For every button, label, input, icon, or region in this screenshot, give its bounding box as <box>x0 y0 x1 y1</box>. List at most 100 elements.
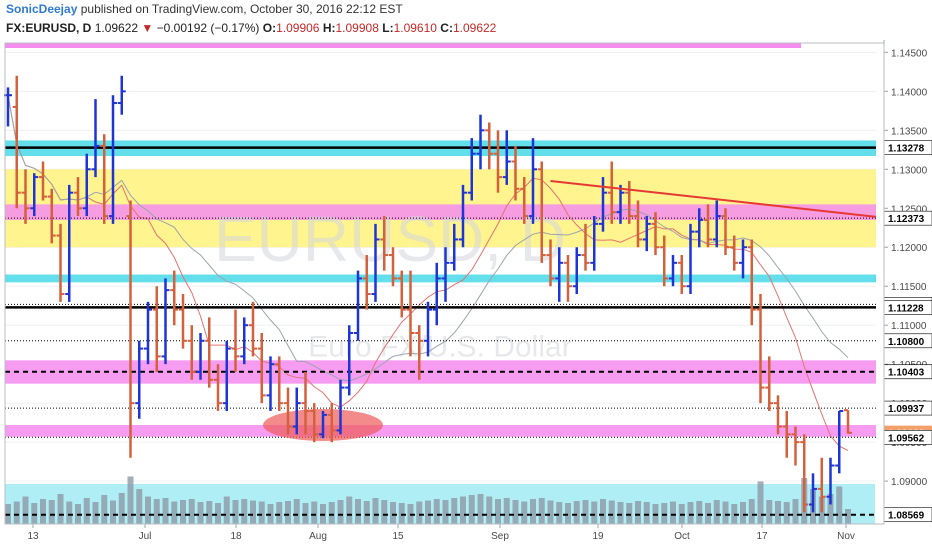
volume-bar <box>363 501 370 524</box>
ohlc-bar <box>12 75 21 209</box>
volume-bar <box>827 494 834 524</box>
price-zone <box>5 204 876 220</box>
ohlc-bar <box>397 270 406 318</box>
ohlc-bar <box>257 333 266 404</box>
volume-bar <box>13 501 20 524</box>
high-value: 1.09908 <box>335 21 379 35</box>
time-tick-label: Aug <box>309 531 327 542</box>
ohlc-bar <box>782 410 791 458</box>
volume-bar <box>600 499 606 524</box>
ohlc-bar <box>179 294 187 349</box>
price-label: 1.10403 <box>883 364 932 380</box>
ohlc-bar <box>607 161 616 224</box>
volume-bar <box>258 501 265 524</box>
volume-bar <box>635 501 641 524</box>
volume-bar <box>582 500 589 524</box>
volume-bar <box>757 481 764 524</box>
price-label: 1.08569 <box>883 507 932 523</box>
ohlc-bar <box>56 223 65 302</box>
volume-bar <box>617 502 624 524</box>
ohlc-bar <box>21 169 30 224</box>
price-chart[interactable]: EURUSD, D Euro FX/U.S. Dollar 1.14500 1.140… <box>0 40 932 550</box>
price-tick-label: 1.13000 <box>891 165 928 176</box>
volume-bar <box>591 501 598 524</box>
price-label: 1.12373 <box>883 210 932 226</box>
ohlc-bar <box>494 130 502 193</box>
volume-bar <box>556 502 563 524</box>
volume-bar <box>538 498 545 524</box>
volume-bar <box>766 500 773 524</box>
volume-bar <box>792 499 799 524</box>
ohlc-bar <box>424 301 432 357</box>
volume-bar <box>748 499 755 524</box>
ohlc-bar <box>301 371 310 435</box>
ohlc-bar <box>275 356 284 411</box>
price-tick-label: 1.13500 <box>891 126 928 137</box>
volume-bar <box>512 500 519 524</box>
time-tick-label: 13 <box>27 531 39 542</box>
volume-bar <box>722 501 729 524</box>
high-label: H: <box>322 21 336 35</box>
volume-bar <box>241 499 248 524</box>
ohlc-bar <box>721 208 730 256</box>
price-label-text: 1.12373 <box>888 214 925 225</box>
ohlc-bar <box>476 114 485 170</box>
publish-line: SonicDeejay published on TradingView.com… <box>6 2 403 16</box>
ohlc-bar <box>266 356 275 411</box>
ohlc-bar <box>651 212 660 256</box>
time-tick-label: Jul <box>139 531 152 542</box>
volume-bar <box>416 501 423 524</box>
ohlc-bar <box>205 317 214 388</box>
ohlc-bar <box>406 270 415 357</box>
ohlc-bar <box>800 434 809 513</box>
ohlc-bar <box>502 130 511 185</box>
ohlc-bar <box>336 379 345 435</box>
volume-bar <box>626 503 633 524</box>
plot-background <box>5 43 876 524</box>
ohlc-bar <box>187 325 196 380</box>
ohlc-bar <box>222 340 231 411</box>
ohlc-bar <box>572 247 581 295</box>
ohlc-bar <box>537 161 546 263</box>
close-value: 1.09622 <box>452 21 497 35</box>
price-tick-label: 1.12000 <box>891 243 928 254</box>
ohlc-bar <box>30 173 39 217</box>
ohlc-bar <box>730 235 739 271</box>
price-label: 1.10800 <box>883 333 932 349</box>
volume-bar <box>153 499 160 524</box>
volume-bar <box>775 501 781 524</box>
volume-bar <box>486 496 493 524</box>
volume-bar <box>381 500 388 524</box>
volume-bar <box>171 501 178 524</box>
volume-bar <box>783 502 790 524</box>
price-label-text: 1.13278 <box>888 144 925 155</box>
ohlc-bar <box>249 301 257 357</box>
author-link[interactable]: SonicDeejay <box>6 2 78 16</box>
volume-bar <box>22 496 29 524</box>
volume-bar <box>705 503 711 524</box>
ohlc-bar <box>791 426 800 466</box>
ohlc-bar <box>616 184 625 224</box>
last-price: 1.09622 <box>94 21 139 35</box>
volume-bar <box>83 498 90 524</box>
ohlc-bar <box>564 255 572 302</box>
price-label: 1.13278 <box>883 140 932 155</box>
volume-bar <box>118 493 125 524</box>
volume-bar <box>661 503 668 524</box>
change-arrow-icon: ▼ <box>141 21 154 35</box>
volume-bar <box>31 503 38 524</box>
symbol-label: FX:EURUSD, D <box>6 21 92 35</box>
ohlc-bar <box>441 247 450 302</box>
volume-bar <box>503 498 510 524</box>
volume-bar <box>311 501 318 524</box>
volume-bar <box>547 500 554 524</box>
ohlc-bar <box>634 200 642 248</box>
ohlc-bar <box>485 122 494 170</box>
volume-bar <box>40 499 46 524</box>
ohlc-bar <box>642 216 651 252</box>
price-tick-label: 1.12500 <box>891 204 928 215</box>
close-label: C: <box>440 21 453 35</box>
volume-bar <box>57 494 64 524</box>
ohlc-bar <box>809 473 817 513</box>
plot-border <box>4 42 885 525</box>
